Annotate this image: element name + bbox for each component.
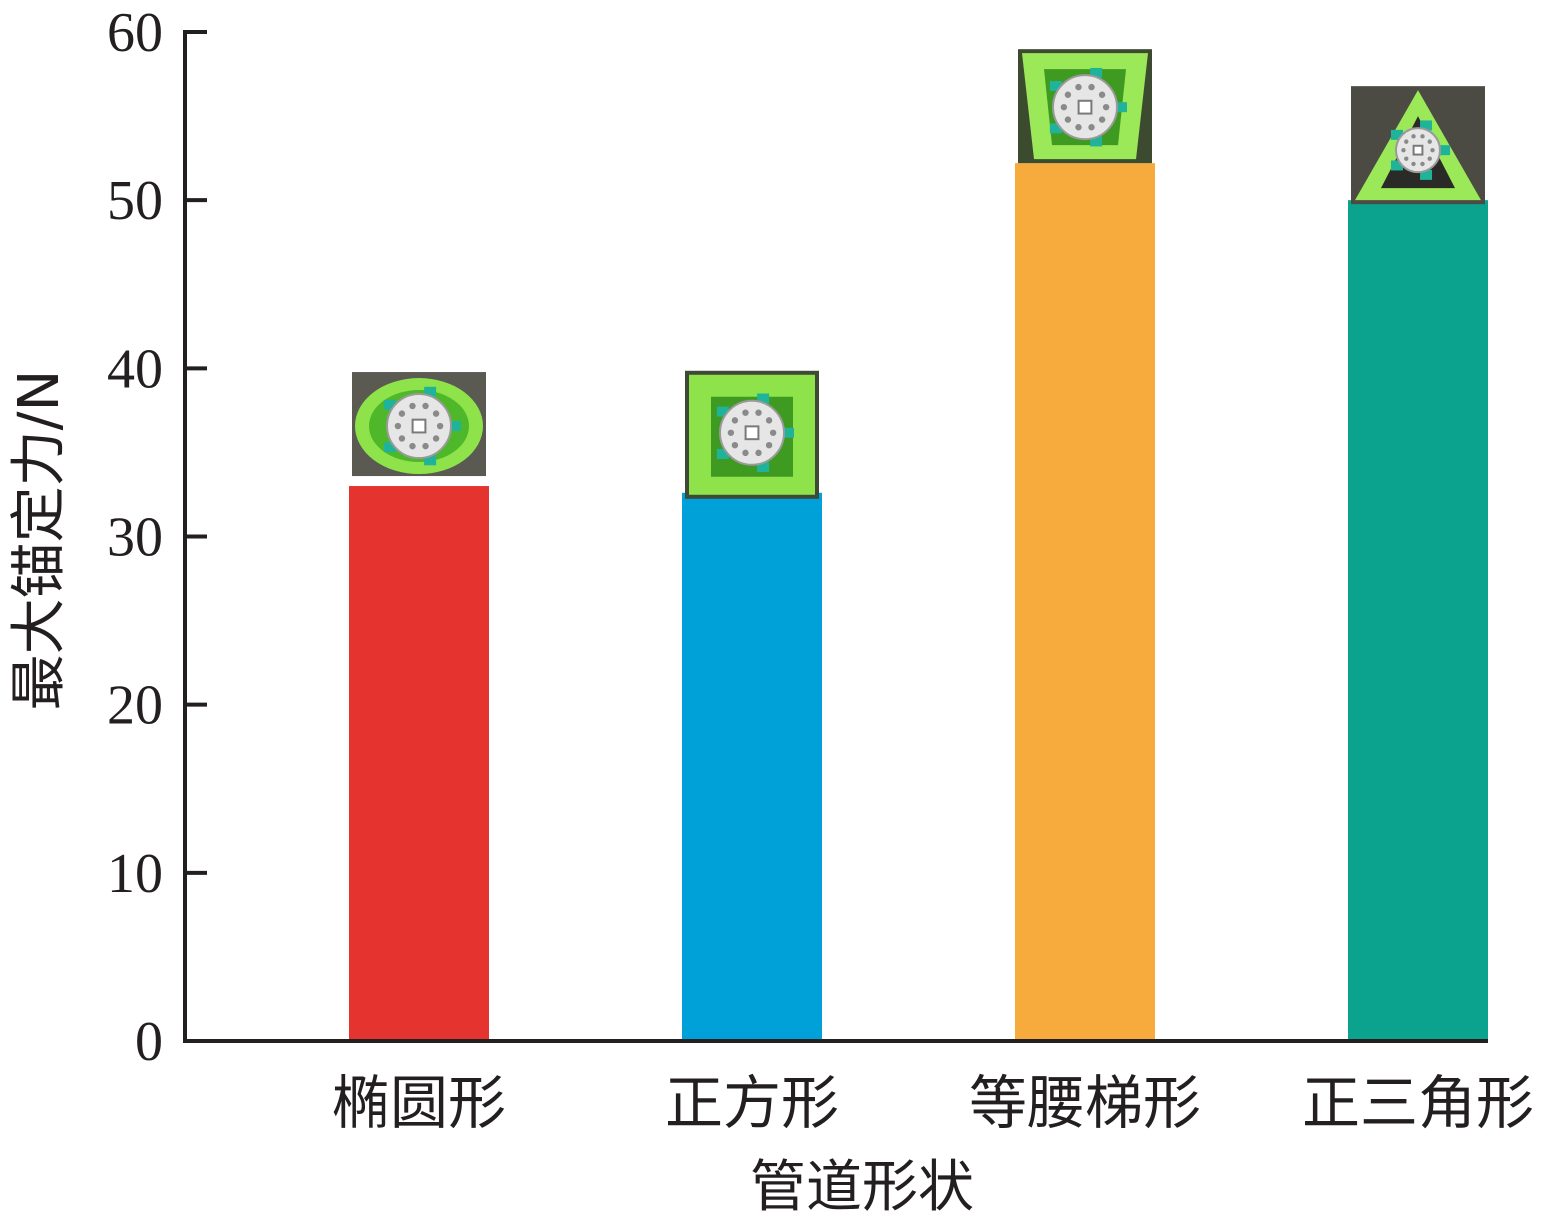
y-tick-label: 60 xyxy=(107,2,163,64)
inset-photos-group xyxy=(352,49,1485,499)
ellipse-duct-photo xyxy=(352,372,486,477)
y-tick-label: 20 xyxy=(107,675,163,737)
bar-3 xyxy=(1015,163,1155,1042)
bars-group xyxy=(349,163,1488,1042)
y-tick-label: 10 xyxy=(107,843,163,905)
y-tick-label: 0 xyxy=(135,1011,163,1073)
y-tick-label: 50 xyxy=(107,170,163,232)
y-axis-title: 最大锚定力/N xyxy=(7,370,72,711)
x-axis-tick-labels: 椭圆形 正方形 等腰梯形 正三角形 xyxy=(332,1069,1534,1137)
triangle-duct-photo xyxy=(1351,86,1485,205)
bar-4 xyxy=(1348,200,1488,1041)
x-tick-label: 正三角形 xyxy=(1302,1069,1534,1137)
x-tick-label: 椭圆形 xyxy=(332,1069,506,1137)
x-tick-label: 正方形 xyxy=(665,1069,839,1137)
y-axis-ticks: 0 10 20 30 40 50 60 xyxy=(107,2,207,1073)
trapezoid-duct-photo xyxy=(1018,49,1152,164)
x-tick-label: 等腰梯形 xyxy=(969,1069,1201,1137)
y-tick-label: 40 xyxy=(107,338,163,400)
y-tick-label: 30 xyxy=(107,507,163,569)
bar-1 xyxy=(349,486,489,1041)
bar-2 xyxy=(682,492,822,1041)
x-axis-title: 管道形状 xyxy=(750,1155,974,1220)
square-duct-photo xyxy=(685,370,819,499)
